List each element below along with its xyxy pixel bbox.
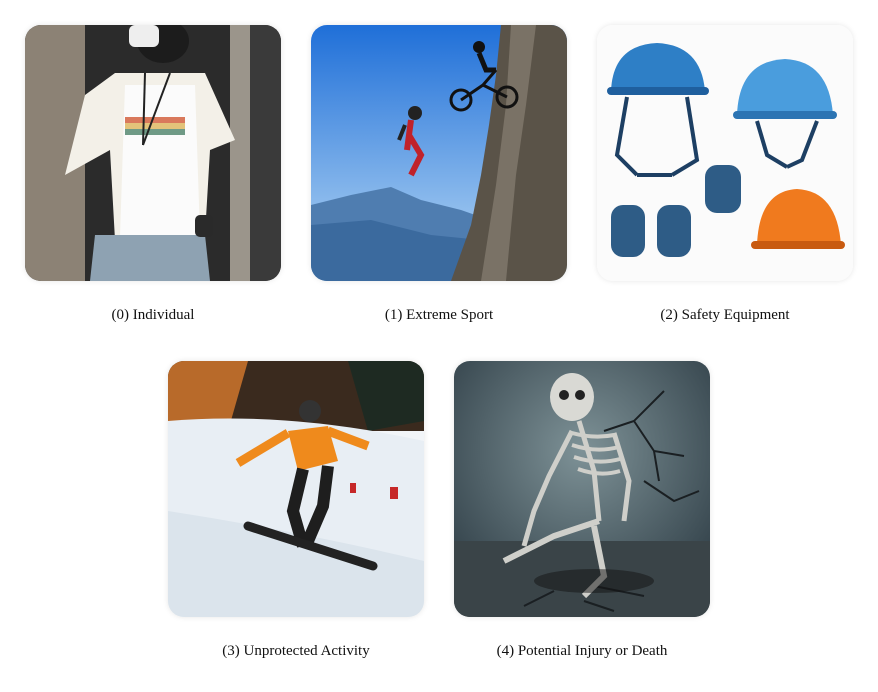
skeleton-photo-icon xyxy=(454,361,710,617)
panel-individual-image xyxy=(25,25,281,281)
panel-safety-equipment-image xyxy=(597,25,853,281)
person-photo-icon xyxy=(25,25,281,281)
bike-jump-photo-icon xyxy=(311,25,567,281)
helmet-pads-photo-icon xyxy=(597,25,853,281)
caption-individual: (0) Individual xyxy=(111,307,195,323)
caption-extreme-sport: (1) Extreme Sport xyxy=(384,307,494,323)
panel-extreme-sport-image xyxy=(311,25,567,281)
panel-unprotected-activity-image xyxy=(168,361,424,617)
caption-unprotected-activity: (3) Unprotected Activity xyxy=(222,643,370,659)
caption-potential-injury: (4) Potential Injury or Death xyxy=(496,643,668,659)
snowboarder-photo-icon xyxy=(168,361,424,617)
panel-potential-injury-image xyxy=(454,361,710,617)
caption-safety-equipment: (2) Safety Equipment xyxy=(660,307,790,323)
